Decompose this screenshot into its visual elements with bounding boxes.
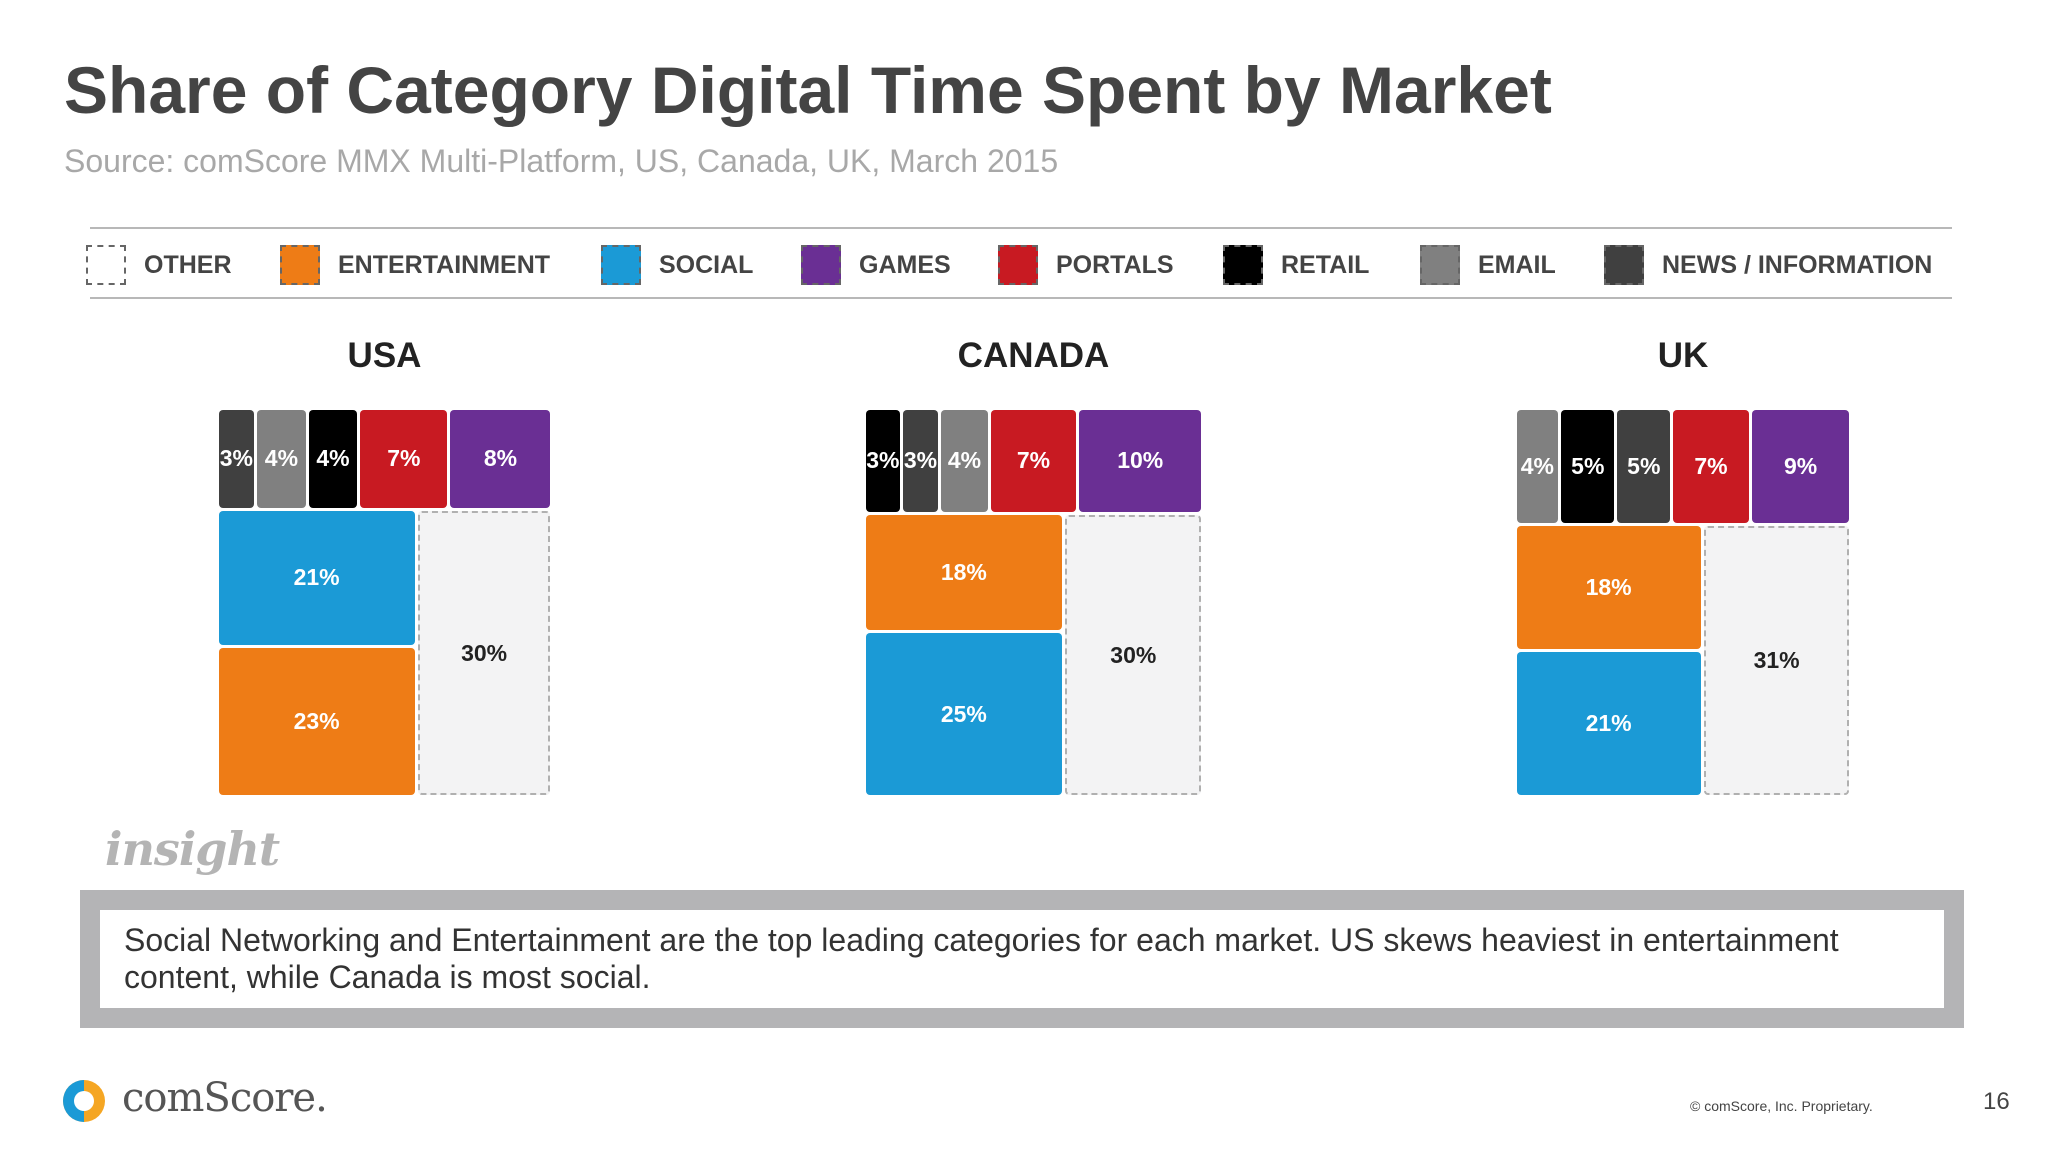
comscore-logo-icon xyxy=(63,1080,105,1122)
slide-subtitle: Source: comScore MMX Multi-Platform, US,… xyxy=(64,143,1059,179)
tile-canada-portals: 7% xyxy=(991,409,1076,512)
tile-usa-entertainment: 23% xyxy=(218,648,415,796)
tile-usa-news-information: 3% xyxy=(218,409,255,508)
legend-label-social: SOCIAL xyxy=(659,251,754,279)
legend-label-news-information: NEWS / INFORMATION xyxy=(1662,251,1933,279)
legend-label-email: EMAIL xyxy=(1478,251,1556,279)
comscore-logo-text: comScore. xyxy=(122,1075,328,1121)
tile-canada-email: 4% xyxy=(940,409,989,512)
insight-callout-text: Social Networking and Entertainment are … xyxy=(100,910,1944,1008)
tile-usa-other: 30% xyxy=(417,510,551,796)
page-number: 16 xyxy=(1983,1088,2010,1115)
legend-swatch-email xyxy=(1420,245,1460,285)
legend-swatch-news-information xyxy=(1604,245,1644,285)
legend-swatch-social xyxy=(601,245,641,285)
tile-canada-retail: 3% xyxy=(865,409,901,512)
tile-canada-social: 25% xyxy=(865,633,1063,796)
tile-canada-entertainment: 18% xyxy=(865,514,1063,631)
tile-canada-news-information: 3% xyxy=(903,409,938,512)
legend-label-entertainment: ENTERTAINMENT xyxy=(338,251,551,279)
insight-callout: Social Networking and Entertainment are … xyxy=(80,890,1964,1028)
tile-usa-portals: 7% xyxy=(360,409,448,508)
market-title-uk: UK xyxy=(1657,336,1709,375)
market-title-canada: CANADA xyxy=(957,336,1110,375)
insight-logo: insight xyxy=(105,822,280,876)
tile-uk-games: 9% xyxy=(1751,409,1850,524)
legend-swatch-games xyxy=(801,245,841,285)
copyright-notice: © comScore, Inc. Proprietary. xyxy=(1690,1098,1873,1114)
tile-canada-other: 30% xyxy=(1065,514,1202,796)
tile-uk-other: 31% xyxy=(1703,526,1850,796)
tile-usa-games: 8% xyxy=(450,409,551,508)
tile-uk-news-information: 5% xyxy=(1617,409,1671,524)
tile-usa-retail: 4% xyxy=(308,409,358,508)
tile-uk-email: 4% xyxy=(1516,409,1559,524)
tile-usa-email: 4% xyxy=(257,409,306,508)
tile-canada-games: 10% xyxy=(1078,409,1202,512)
legend-swatch-portals xyxy=(998,245,1038,285)
market-title-usa: USA xyxy=(347,336,422,375)
tile-uk-entertainment: 18% xyxy=(1516,526,1701,649)
tile-uk-social: 21% xyxy=(1516,651,1701,796)
legend-label-other: OTHER xyxy=(144,251,232,279)
tile-uk-portals: 7% xyxy=(1673,409,1749,524)
chart-legend: OTHER ENTERTAINMENT SOCIAL GAMES PORTALS RETA… xyxy=(86,227,1952,299)
legend-swatch-other xyxy=(86,245,126,285)
slide-title: Share of Category Digital Time Spent by … xyxy=(64,53,1552,127)
tile-uk-retail: 5% xyxy=(1561,409,1615,524)
tile-usa-social: 21% xyxy=(218,510,415,645)
legend-label-games: GAMES xyxy=(859,251,951,279)
legend-label-portals: PORTALS xyxy=(1056,251,1174,279)
legend-label-retail: RETAIL xyxy=(1281,251,1370,279)
legend-swatch-retail xyxy=(1223,245,1263,285)
legend-swatch-entertainment xyxy=(280,245,320,285)
